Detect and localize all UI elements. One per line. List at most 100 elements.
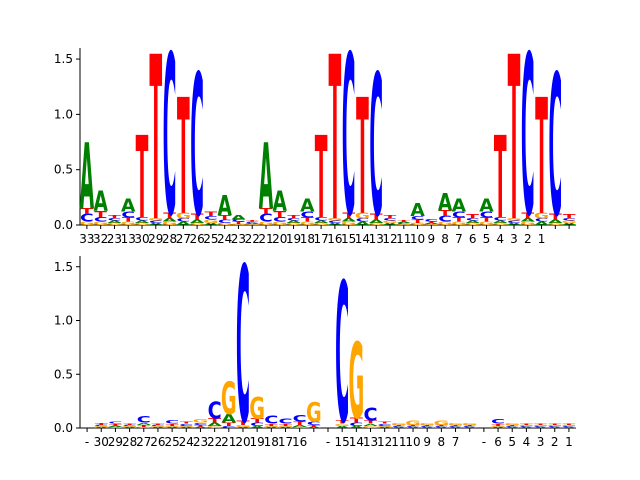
x-tick-label: 33	[79, 232, 94, 246]
logo-letter-c: C	[548, 426, 562, 428]
logo-letter-c: C	[108, 218, 122, 221]
x-tick-label: 1	[538, 232, 546, 246]
x-tick-label: 28	[162, 232, 177, 246]
x-tick-label: 18	[264, 435, 279, 449]
logo-letter-g: G	[300, 221, 315, 226]
logo-letter-t: T	[508, 8, 521, 272]
logo-letter-g: G	[561, 425, 577, 427]
logo-letter-t: T	[260, 208, 273, 217]
logo-letter-c: C	[507, 220, 521, 223]
logo-letter-c: C	[349, 422, 363, 427]
logo-letter-a: A	[534, 221, 549, 226]
logo-letter-c: C	[411, 215, 425, 220]
logo-letter-c: C	[397, 223, 411, 225]
logo-letter-t: T	[301, 216, 314, 223]
x-tick-label: 7	[452, 435, 460, 449]
logo-letter-g: G	[245, 224, 260, 226]
logo-letter-g: G	[176, 212, 191, 221]
x-tick-label: 14	[349, 435, 364, 449]
logo-letter-a: A	[397, 222, 413, 224]
logo-letter-g: G	[504, 422, 520, 425]
logo-letter-c: C	[218, 219, 232, 224]
logo-letter-c: C	[232, 219, 246, 222]
logo-letter-t: T	[449, 425, 463, 427]
logo-letter-a: A	[149, 223, 164, 226]
x-tick-label: 32	[93, 232, 108, 246]
logo-letter-c: C	[342, 9, 356, 265]
x-tick-label: 24	[217, 232, 232, 246]
logo-letter-a: A	[176, 221, 191, 226]
logo-letter-a: A	[391, 427, 407, 429]
logo-letter-a: A	[204, 223, 219, 226]
logo-letter-t: T	[109, 423, 123, 426]
logo-letter-c: C	[491, 419, 505, 426]
logo-letter-t: T	[251, 418, 265, 425]
logo-letter-t: T	[208, 418, 222, 425]
logo-letter-g: G	[377, 426, 393, 428]
logo-letter-g: G	[272, 221, 287, 226]
logo-letter-a: A	[273, 185, 287, 218]
logo-letter-t: T	[384, 214, 398, 219]
logo-letter-c: C	[208, 397, 222, 424]
x-tick-label: 6	[494, 435, 502, 449]
logo-letter-c: C	[463, 426, 477, 428]
logo-letter-c: C	[165, 420, 179, 425]
logo-letter-g: G	[93, 221, 108, 226]
logo-letter-g: G	[355, 212, 370, 221]
x-tick-label: 23	[193, 435, 208, 449]
logo-letter-g: G	[203, 219, 218, 224]
logo-letter-a: A	[259, 125, 273, 230]
logo-letter-a: A	[479, 196, 494, 217]
logo-letter-c: C	[123, 425, 137, 427]
logo-letter-a: A	[250, 425, 265, 428]
y-tick-label: 0.0	[54, 218, 73, 232]
logo-letter-c: C	[434, 426, 448, 428]
logo-letter-t: T	[563, 213, 576, 220]
logo-letter-g: G	[263, 426, 279, 428]
x-tick-label: 11	[391, 435, 406, 449]
logo-letter-c: C	[369, 35, 383, 260]
logo-letter-t: T	[315, 113, 328, 246]
logo-letter-c: C	[307, 421, 321, 426]
x-tick-label: 10	[410, 232, 425, 246]
logo-letter-t: T	[506, 425, 520, 427]
x-tick-label: 17	[278, 435, 293, 449]
logo-letter-c: C	[151, 425, 165, 427]
logo-letter-g: G	[334, 423, 350, 426]
logo-letter-t: T	[137, 424, 151, 427]
x-tick-label: 9	[428, 232, 436, 246]
x-tick-label: 12	[377, 435, 392, 449]
logo-letter-t: T	[246, 220, 259, 222]
logo-letter-g: G	[306, 399, 322, 429]
x-tick-label: 4	[523, 435, 531, 449]
logo-letter-g: G	[93, 426, 109, 428]
logo-letter-a: A	[136, 422, 151, 425]
logo-letter-t: T	[492, 423, 506, 426]
x-tick-label: 15	[341, 232, 356, 246]
x-tick-label: 21	[221, 435, 236, 449]
logo-letter-g: G	[437, 221, 452, 226]
logo-letter-g: G	[493, 223, 508, 226]
logo-letter-a: A	[363, 423, 378, 426]
logo-letter-g: G	[193, 419, 209, 424]
x-tick-label: 24	[179, 435, 194, 449]
x-tick-label: 1	[565, 435, 573, 449]
logo-letter-g: G	[363, 425, 379, 428]
logo-letter-g: G	[162, 221, 177, 226]
logo-letter-a: A	[207, 422, 222, 427]
logo-letter-c: C	[449, 426, 463, 428]
logo-letter-a: A	[94, 427, 110, 429]
logo-letter-c: C	[278, 418, 292, 426]
logo-letter-t: T	[151, 423, 165, 425]
logo-letter-a: A	[505, 427, 521, 429]
logo-letter-a: A	[135, 220, 150, 223]
x-tick-label: 20	[235, 435, 250, 449]
logo-letter-a: A	[107, 220, 122, 223]
logo-letter-t: T	[466, 213, 479, 220]
logo-letter-g: G	[189, 223, 204, 226]
logo-letter-t: T	[535, 65, 548, 250]
x-tick-label: 25	[164, 435, 179, 449]
logo-letter-a: A	[151, 427, 167, 429]
logo-letter-t: T	[279, 423, 293, 426]
